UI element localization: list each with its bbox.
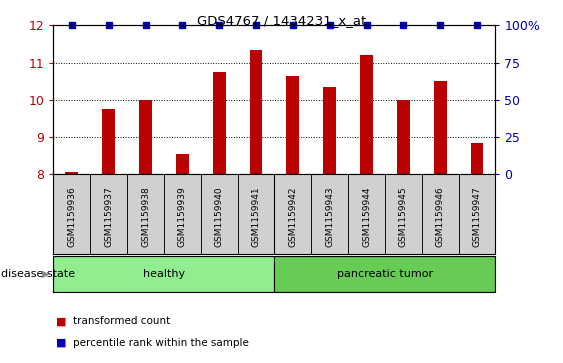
Bar bbox=[65, 172, 78, 174]
Text: pancreatic tumor: pancreatic tumor bbox=[337, 269, 433, 279]
Bar bbox=[53, 256, 275, 292]
Bar bbox=[422, 174, 459, 254]
Bar bbox=[164, 174, 201, 254]
Text: GSM1159936: GSM1159936 bbox=[68, 186, 77, 247]
Bar bbox=[397, 100, 410, 174]
Bar bbox=[287, 76, 300, 174]
Text: GSM1159946: GSM1159946 bbox=[436, 186, 445, 247]
Text: GSM1159939: GSM1159939 bbox=[178, 186, 187, 247]
Bar bbox=[275, 256, 495, 292]
Bar bbox=[311, 174, 348, 254]
Text: disease state: disease state bbox=[1, 269, 75, 279]
Bar bbox=[459, 174, 495, 254]
Bar bbox=[213, 72, 226, 174]
Text: GSM1159941: GSM1159941 bbox=[252, 186, 261, 247]
Bar bbox=[348, 174, 385, 254]
Text: GSM1159938: GSM1159938 bbox=[141, 186, 150, 247]
Text: ■: ■ bbox=[56, 316, 67, 326]
Bar bbox=[360, 55, 373, 174]
Text: GSM1159947: GSM1159947 bbox=[472, 186, 481, 247]
Text: GSM1159943: GSM1159943 bbox=[325, 186, 334, 247]
Text: ■: ■ bbox=[56, 338, 67, 348]
Bar bbox=[176, 154, 189, 174]
Bar bbox=[249, 50, 262, 174]
Bar bbox=[102, 109, 115, 174]
Bar bbox=[201, 174, 238, 254]
Text: GSM1159944: GSM1159944 bbox=[362, 186, 371, 247]
Text: GSM1159937: GSM1159937 bbox=[104, 186, 113, 247]
Bar bbox=[139, 100, 152, 174]
Bar bbox=[238, 174, 275, 254]
Bar bbox=[127, 174, 164, 254]
Text: GSM1159945: GSM1159945 bbox=[399, 186, 408, 247]
Bar bbox=[53, 174, 90, 254]
Text: transformed count: transformed count bbox=[73, 316, 171, 326]
Bar bbox=[275, 174, 311, 254]
Bar bbox=[434, 81, 446, 174]
Bar bbox=[323, 87, 336, 174]
Bar bbox=[385, 174, 422, 254]
Text: percentile rank within the sample: percentile rank within the sample bbox=[73, 338, 249, 348]
Text: GSM1159940: GSM1159940 bbox=[215, 186, 224, 247]
Bar bbox=[90, 174, 127, 254]
Text: GSM1159942: GSM1159942 bbox=[288, 186, 297, 247]
Text: GDS4767 / 1434231_x_at: GDS4767 / 1434231_x_at bbox=[197, 15, 366, 28]
Bar bbox=[471, 143, 484, 174]
Text: healthy: healthy bbox=[143, 269, 185, 279]
Text: ▶: ▶ bbox=[42, 269, 49, 279]
